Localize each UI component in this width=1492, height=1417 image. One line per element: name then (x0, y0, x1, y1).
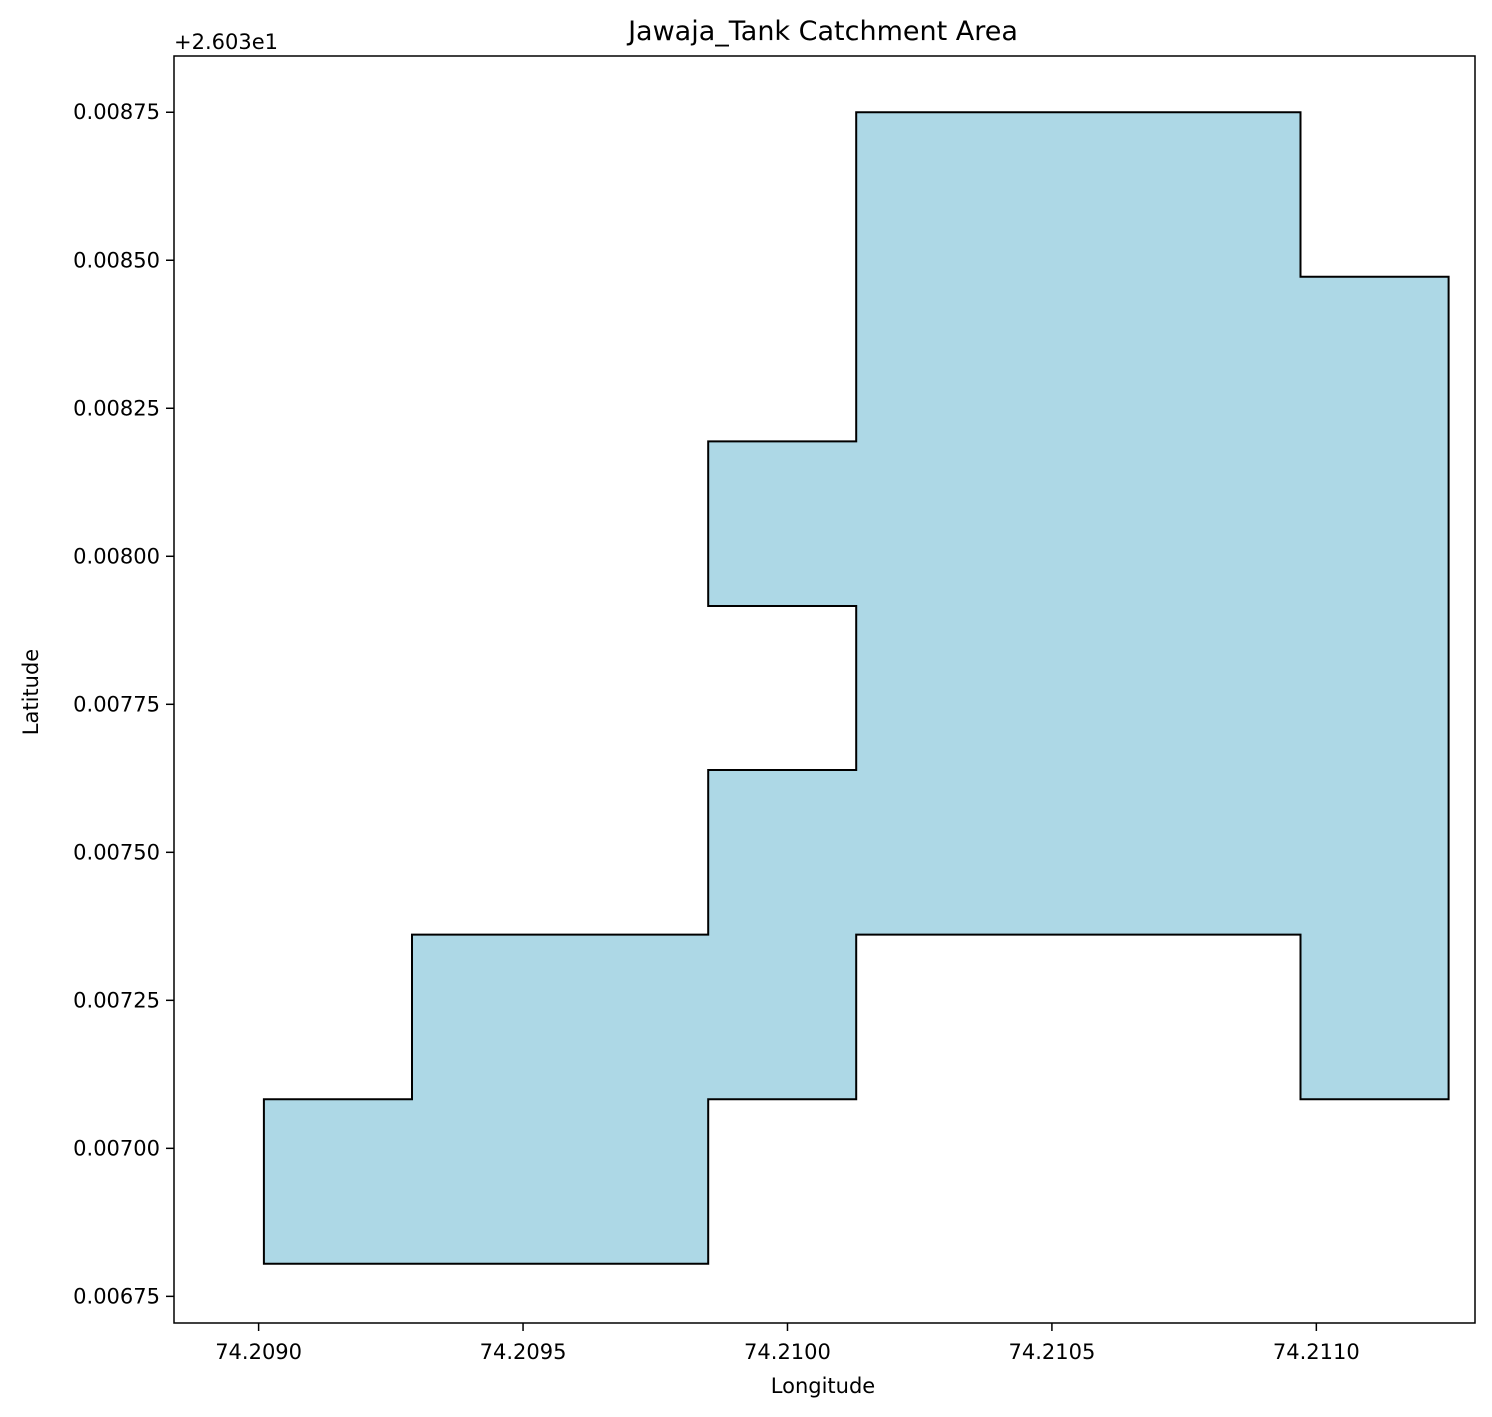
y-tick-label: 0.00775 (73, 692, 160, 716)
y-axis-label: Latitude (19, 649, 43, 735)
catchment-polygon (262, 111, 1450, 1265)
chart-title: Jawaja_Tank Catchment Area (626, 16, 1018, 47)
y-tick-label: 0.00675 (73, 1284, 160, 1308)
y-tick-label: 0.00750 (73, 840, 160, 864)
y-tick-label: 0.00800 (73, 544, 160, 568)
x-tick-label: 74.2105 (1008, 1340, 1095, 1364)
plot-area (262, 111, 1450, 1265)
y-offset-label: +2.603e1 (174, 30, 278, 54)
y-tick-label: 0.00725 (73, 988, 160, 1012)
x-tick-label: 74.2110 (1273, 1340, 1360, 1364)
y-tick-label: 0.00825 (73, 396, 160, 420)
y-tick-label: 0.00850 (73, 248, 160, 272)
plot-frame (173, 55, 1476, 1324)
x-tick-label: 74.2100 (744, 1340, 831, 1364)
y-tick-label: 0.00875 (73, 100, 160, 124)
x-tick-label: 74.2095 (480, 1340, 567, 1364)
x-tick-label: 74.2090 (215, 1340, 302, 1364)
x-axis: 74.2090 74.2095 74.2100 74.2105 74.2110 (215, 1323, 1360, 1364)
y-tick-label: 0.00700 (73, 1136, 160, 1160)
x-axis-label: Longitude (771, 1374, 875, 1398)
y-axis: 0.00675 0.00700 0.00725 0.00750 0.00775 0.008… (73, 100, 174, 1308)
